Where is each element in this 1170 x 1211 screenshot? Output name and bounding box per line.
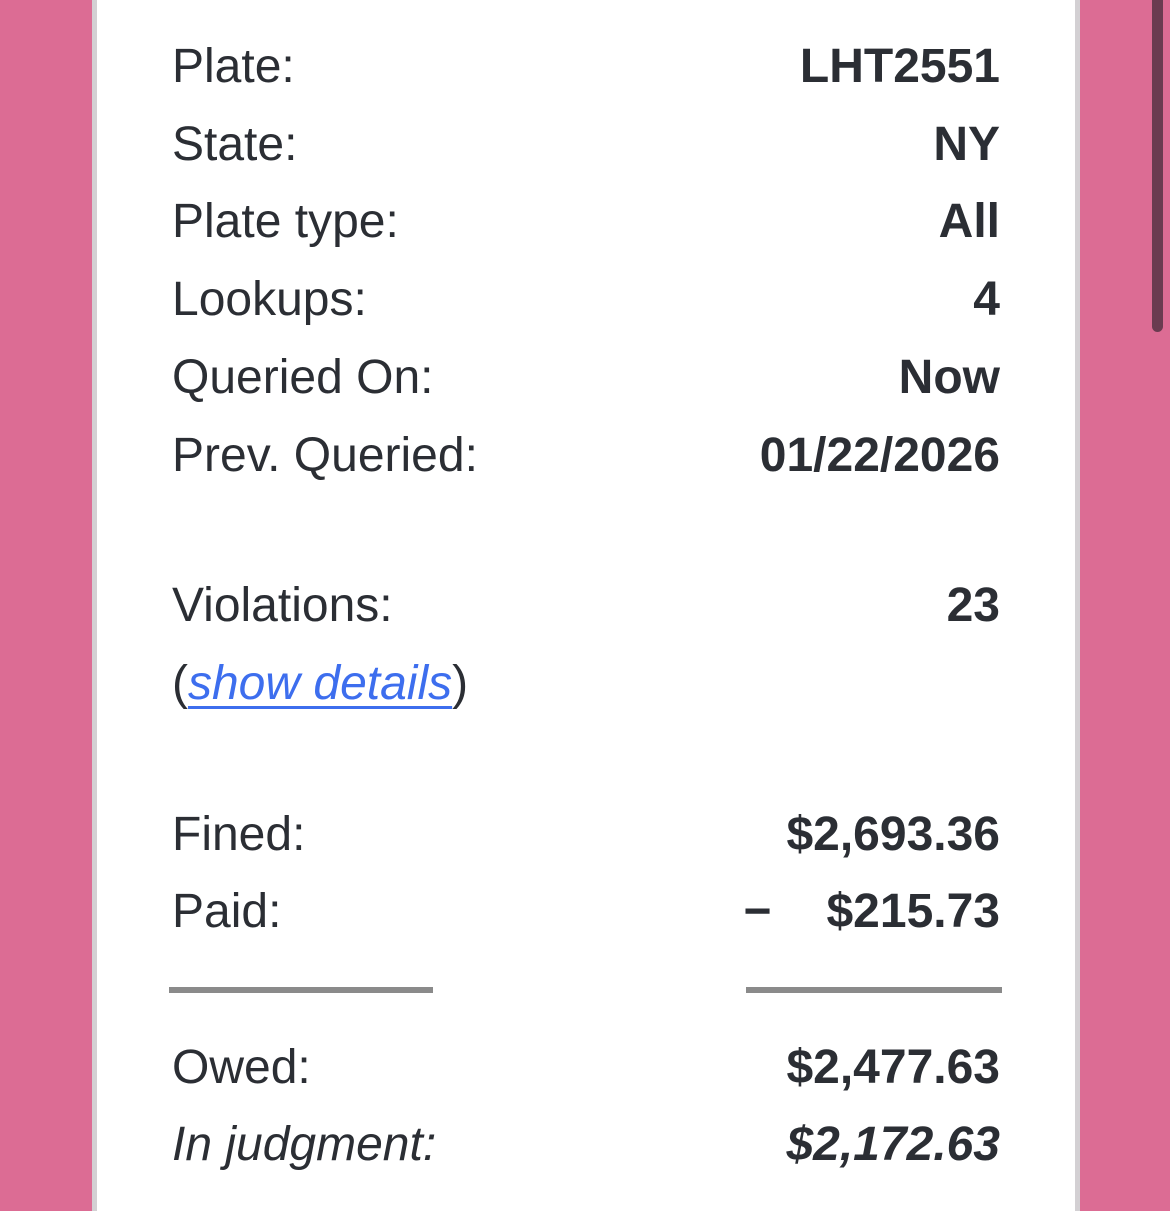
plate-type-label: Plate type: bbox=[172, 195, 399, 249]
state-label: State: bbox=[172, 117, 298, 171]
record-row-queried-on: Queried On: Now bbox=[172, 339, 1000, 417]
record-row-paid: Paid: − $215.73 bbox=[172, 873, 1000, 951]
fined-label: Fined: bbox=[172, 807, 306, 861]
lookups-label: Lookups: bbox=[172, 273, 367, 327]
paid-label: Paid: bbox=[172, 885, 282, 939]
prev-queried-value: 01/22/2026 bbox=[759, 428, 1000, 482]
violations-label: Violations: bbox=[172, 579, 393, 633]
plate-value: LHT2551 bbox=[799, 40, 1000, 93]
show-details-row: (show details) bbox=[172, 645, 1000, 723]
owed-value: $2,477.63 bbox=[786, 1040, 1000, 1094]
record-row-plate-type: Plate type: All bbox=[172, 183, 1000, 261]
in-judgment-label: In judgment: bbox=[172, 1118, 437, 1172]
details-paren-open: ( bbox=[172, 656, 188, 710]
record-row-owed: Owed: $2,477.63 bbox=[172, 1029, 1000, 1107]
record-row-violations: Violations: 23 bbox=[172, 567, 1000, 645]
subtotal-divider-right bbox=[746, 986, 1002, 993]
subtotal-divider-left bbox=[169, 986, 433, 993]
queried-on-label: Queried On: bbox=[172, 350, 434, 404]
queried-on-value: Now bbox=[898, 350, 1000, 404]
record-row-lookups: Lookups: 4 bbox=[172, 261, 1000, 339]
results-card: Plate: LHT2551 State: NY Plate type: All… bbox=[92, 0, 1080, 1211]
scrollbar-thumb[interactable] bbox=[1152, 0, 1163, 332]
details-paren-close: ) bbox=[452, 656, 469, 710]
record-row-fined: Fined: $2,693.36 bbox=[172, 796, 1000, 874]
violations-count: 23 bbox=[946, 579, 1000, 633]
record-row-state: State: NY bbox=[172, 106, 1000, 184]
state-value: NY bbox=[933, 117, 1000, 171]
owed-label: Owed: bbox=[172, 1040, 311, 1094]
plate-label: Plate: bbox=[172, 40, 295, 93]
record-row-prev-queried: Prev. Queried: 01/22/2026 bbox=[172, 417, 1000, 495]
section-spacer bbox=[172, 723, 1000, 796]
subtotal-divider-row bbox=[169, 951, 1002, 1029]
prev-queried-label: Prev. Queried: bbox=[172, 428, 478, 482]
in-judgment-value: $2,172.63 bbox=[786, 1118, 1000, 1172]
record-row-in-judgment: In judgment: $2,172.63 bbox=[172, 1106, 1000, 1184]
record-summary: Plate: LHT2551 State: NY Plate type: All… bbox=[97, 0, 1075, 1184]
plate-type-value: All bbox=[938, 195, 1000, 249]
lookups-value: 4 bbox=[973, 273, 1000, 327]
record-row-plate: Plate: LHT2551 bbox=[172, 28, 1000, 106]
section-spacer bbox=[172, 494, 1000, 567]
paid-amount-cell: − $215.73 bbox=[743, 873, 1000, 951]
fined-value: $2,693.36 bbox=[786, 807, 1000, 861]
minus-sign: − bbox=[743, 885, 772, 939]
show-details-link[interactable]: show details bbox=[187, 656, 453, 710]
paid-value: $215.73 bbox=[826, 885, 1000, 939]
